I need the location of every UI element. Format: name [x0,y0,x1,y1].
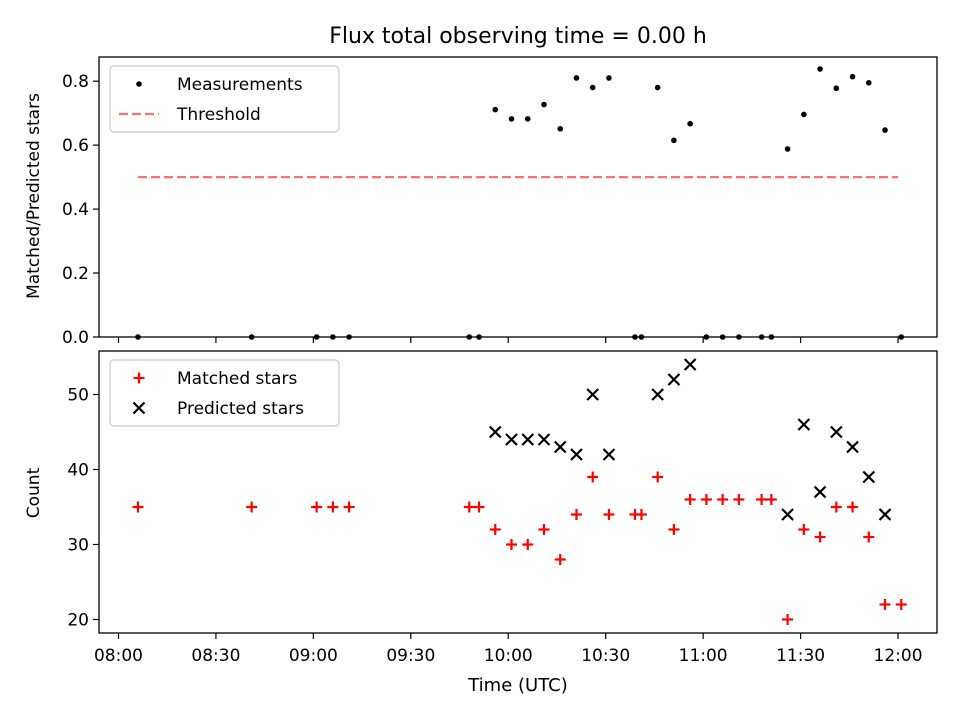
marker-p0-s0-6 [476,334,482,340]
marker-p1-s1-legend-b [132,401,146,415]
marker-p0-s0-26 [801,111,807,118]
plot-frame-1 [98,350,938,634]
chart-title: Flux total observing time = 0.00 h [329,24,707,49]
marker-p0-s0-10 [541,101,547,108]
x-tick-label-5: 10:30 [581,646,630,666]
marker-p0-s0-23 [758,334,765,340]
marker-p0-s0-20 [703,334,710,340]
marker-p1-s1-17-b [878,508,892,521]
plot-frame-0 [98,56,938,338]
marker-p1-s1-10-b [683,358,697,371]
marker-p0-s0-12 [573,75,580,81]
y-tick-label-p0-3: 0.6 [62,136,89,156]
marker-p0-s0-27 [817,66,823,72]
marker-p1-s1-3-b [537,433,551,446]
y-tick-label-p0-1: 0.2 [62,264,89,284]
marker-p0-s0-4 [346,334,352,340]
marker-p1-s1-0-b [488,425,502,439]
legend-label-p0-s0: Measurements [177,75,303,95]
legend-box-1 [109,359,340,427]
marker-p1-s1-14-b [830,425,843,439]
marker-p1-s1-6-b [586,388,599,401]
y-tick-label-p0-2: 0.4 [62,200,89,220]
marker-p1-s1-2-b [521,433,535,446]
marker-p0-s0-3 [330,334,336,340]
plot-layer: 0.0 0.2 0.4 0.6 0.8 Measurements Threshold 20 30… [62,56,938,666]
y-tick-label-p1-2: 40 [67,461,89,481]
y-tick-label-p1-3: 50 [67,386,89,406]
marker-p0-s0-5 [466,334,473,340]
marker-p0-s0-15 [632,334,638,340]
legend-label-p1-s1: Predicted stars [177,399,304,419]
marker-p0-s0-21 [719,334,726,340]
legend-label-p0-s1: Threshold [176,105,261,125]
marker-p0-s0-28 [833,85,840,92]
x-tick-label-0: 08:00 [94,646,143,666]
x-tick-label-2: 09:00 [289,646,338,666]
marker-p1-s1-5-b [570,448,583,461]
x-tick-label-1: 08:30 [191,646,240,666]
marker-p1-s1-4-b [553,440,567,454]
marker-p0-s0-9 [524,116,531,122]
x-tick-label-3: 09:30 [386,646,435,666]
marker-p0-s0-30 [865,79,872,86]
marker-p1-s1-11-b [781,508,794,521]
marker-p0-s0-7 [492,106,499,113]
marker-p0-s0-1 [248,334,255,340]
marker-p1-s1-12-b [797,418,811,431]
marker-p0-s0-14 [606,75,612,81]
y-axis-label-bottom: Count [24,467,44,518]
x-tick-label-6: 11:00 [679,646,728,666]
marker-p0-s0-31 [882,127,888,133]
marker-p1-s1-15-b [846,440,859,454]
marker-p0-s0-25 [784,146,791,152]
legend-label-p1-s0: Matched stars [177,369,297,389]
marker-p0-s0-24 [768,334,775,340]
marker-p1-s1-7-b [602,448,616,461]
marker-p0-s0-11 [557,126,564,132]
y-axis-label-top: Matched/Predicted stars [24,93,44,299]
marker-p0-s0-19 [687,120,693,127]
marker-p1-s1-1-b [505,433,518,446]
marker-p1-s1-13-b [813,485,827,499]
y-tick-label-p1-0: 20 [67,611,89,631]
x-tick-label-8: 12:00 [874,646,923,666]
marker-p0-s0-17 [654,84,661,91]
marker-p0-s0-32 [898,334,905,340]
marker-p0-s0-29 [849,73,856,80]
marker-p0-s0-18 [671,137,677,144]
y-tick-label-p0-0: 0.0 [62,328,89,348]
marker-p1-s1-8-b [651,388,664,401]
marker-p1-s1-9-b [667,373,681,386]
legend-box-0 [109,65,340,133]
x-axis-label: Time (UTC) [467,675,568,696]
marker-p1-s1-16-b [862,470,876,484]
x-tick-label-4: 10:00 [484,646,533,666]
marker-p0-s0-22 [736,334,742,340]
marker-p0-s0-16 [638,334,645,340]
marker-p0-s0-8 [508,116,515,122]
marker-p0-s0-legend [136,81,142,87]
y-tick-label-p1-1: 30 [67,536,89,556]
marker-p0-s0-0 [135,334,141,340]
y-tick-label-p0-4: 0.8 [62,72,89,92]
marker-p0-s0-13 [589,84,596,91]
x-tick-label-7: 11:30 [776,646,825,666]
marker-p0-s0-2 [313,334,320,340]
